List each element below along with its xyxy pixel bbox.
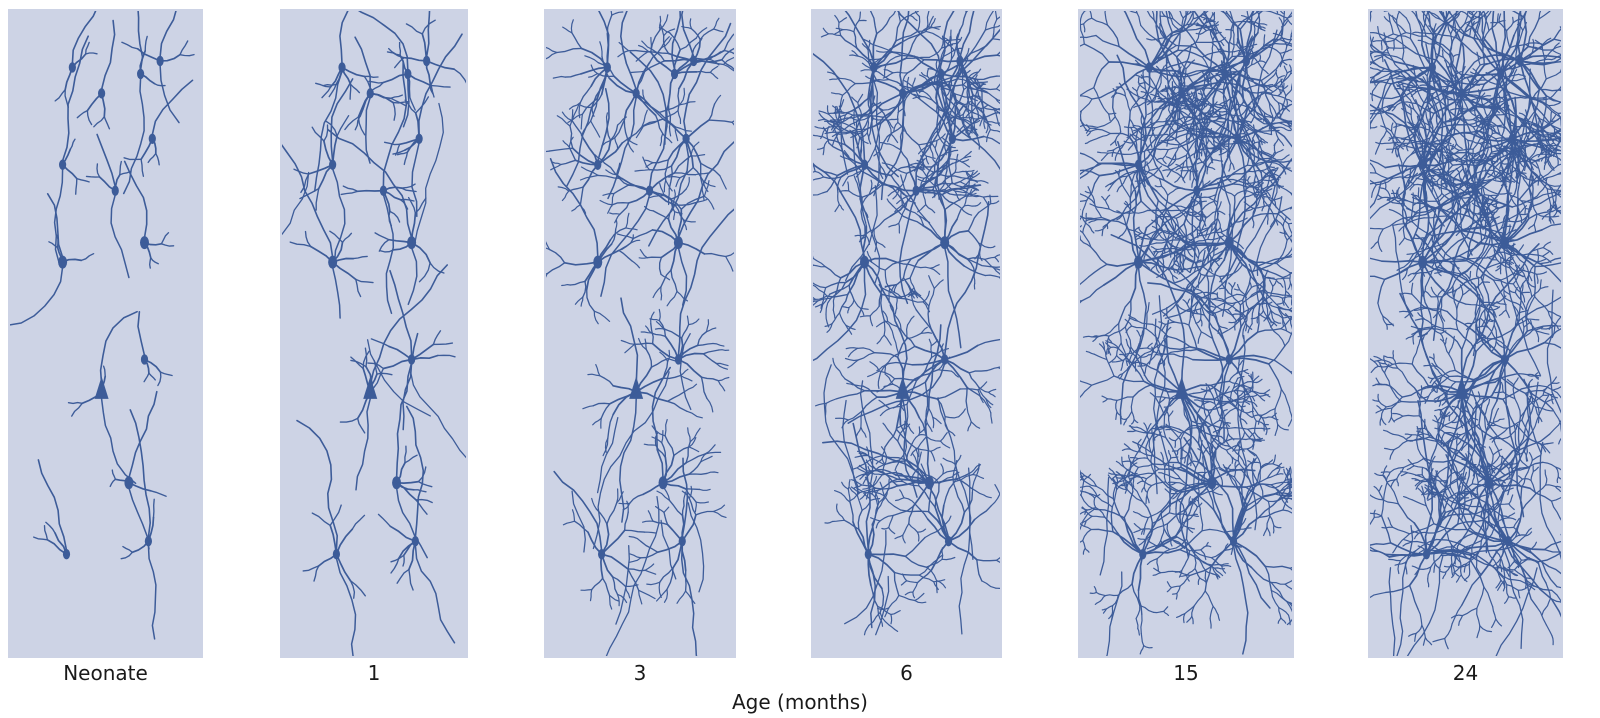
panel-background: [8, 9, 203, 658]
neurons: [282, 11, 466, 656]
x-axis-label: Age (months): [732, 690, 868, 714]
neurons: [546, 11, 734, 656]
age-label: 3: [633, 661, 647, 685]
neurons: [1370, 11, 1561, 656]
neurons: [10, 11, 195, 640]
age-panel: [1078, 9, 1294, 658]
age-label: 24: [1452, 661, 1479, 685]
age-label: 6: [900, 661, 913, 685]
age-label: Neonate: [63, 661, 148, 685]
neurons: [813, 11, 1000, 636]
panel-background: [280, 9, 468, 658]
age-panel: [544, 9, 736, 658]
age-panel: [811, 9, 1002, 658]
age-label: 15: [1173, 661, 1199, 685]
neurons: [1080, 11, 1292, 656]
age-panel: [1368, 9, 1563, 658]
age-panel: [280, 9, 468, 658]
age-label: 1: [367, 661, 381, 685]
age-panel: [8, 9, 203, 658]
